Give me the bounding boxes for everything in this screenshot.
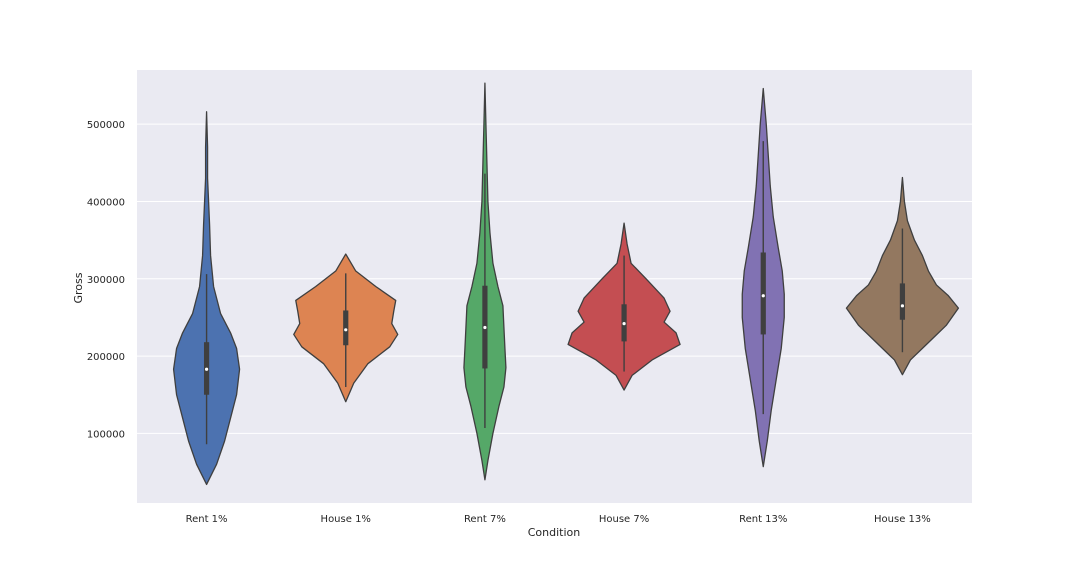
x-axis-label: Condition — [528, 526, 581, 539]
y-axis-label: Gross — [72, 272, 85, 303]
violin-median — [344, 328, 348, 332]
violin-median — [622, 322, 626, 326]
y-tick-label: 200000 — [87, 352, 125, 363]
y-tick-labels: 100000 200000 300000 400000 500000 — [87, 120, 125, 440]
violin-median — [204, 367, 209, 371]
plot-background — [137, 70, 972, 503]
x-tick-label: House 1% — [321, 514, 371, 525]
y-tick-label: 100000 — [87, 429, 125, 440]
x-tick-label: Rent 13% — [739, 514, 787, 525]
x-tick-label: House 7% — [599, 514, 649, 525]
violin-iqr-box — [760, 252, 766, 335]
x-tick-label: House 13% — [874, 514, 931, 525]
y-tick-label: 300000 — [87, 275, 125, 286]
violin-iqr-box — [899, 283, 906, 320]
gridlines — [137, 123, 972, 434]
violins — [172, 82, 960, 486]
y-tick-label: 500000 — [87, 120, 125, 131]
x-tick-labels: Rent 1% House 1% Rent 7% House 7% Rent 13% Ho… — [186, 514, 931, 525]
y-tick-label: 400000 — [87, 197, 125, 208]
violin-median — [761, 294, 765, 298]
violin-iqr-box — [343, 310, 349, 346]
x-tick-label: Rent 1% — [186, 514, 228, 525]
violin-median — [483, 325, 487, 330]
x-tick-label: Rent 7% — [464, 514, 506, 525]
violin-median — [900, 304, 905, 308]
